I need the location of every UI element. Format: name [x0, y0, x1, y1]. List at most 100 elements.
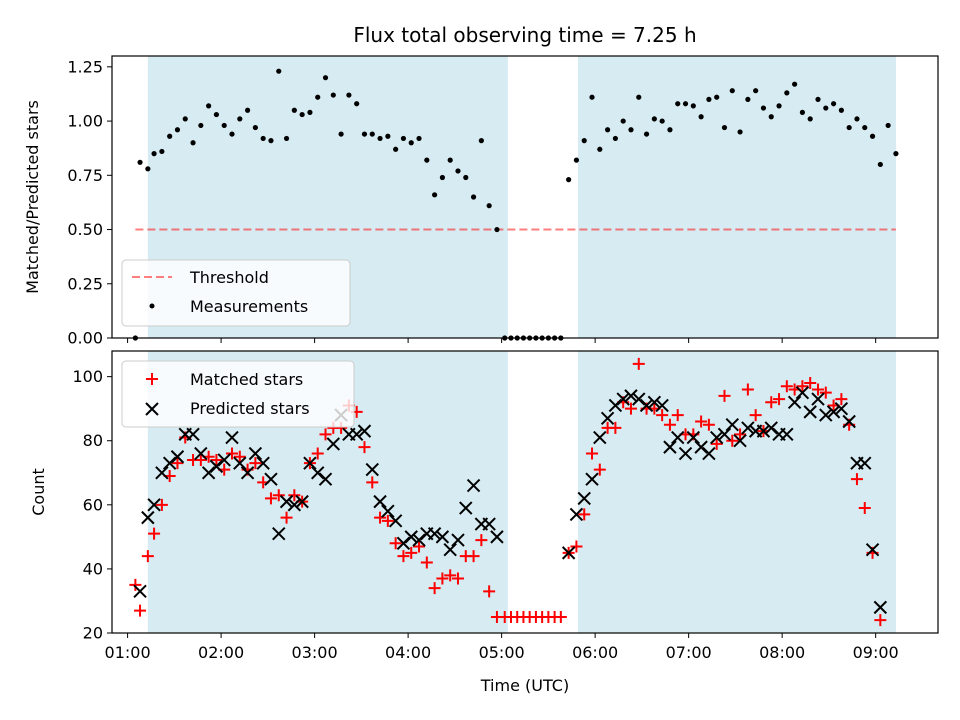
matched-star-point [796, 380, 809, 393]
predicted-star-point [593, 430, 607, 445]
measurement-point [620, 118, 626, 124]
matched-star-point [171, 457, 184, 470]
predicted-star-point [624, 389, 638, 403]
matched-star-point [405, 546, 418, 559]
predicted-star-point [741, 421, 755, 435]
measurement-point [315, 94, 321, 100]
measurement-point [486, 203, 492, 209]
measurement-point [145, 166, 151, 172]
measurement-point [838, 107, 844, 113]
matched-legend-swatch [146, 373, 158, 385]
predicted-star-point [459, 501, 473, 515]
matched-star-point [656, 409, 669, 422]
predicted-star-point [133, 584, 147, 599]
predicted-star-point [819, 408, 833, 422]
y-tick-label: 100 [72, 367, 103, 386]
y-tick-label: 80 [83, 431, 103, 450]
measurement-point [823, 105, 829, 111]
measurement-point [167, 133, 173, 139]
matched-star-point [428, 582, 441, 595]
y-tick-label: 1.00 [67, 112, 103, 131]
matched-star-point [264, 492, 277, 505]
measurement-point [393, 146, 399, 152]
predicted-star-point [279, 494, 294, 509]
measurement-point [776, 103, 782, 109]
matched-star-point [141, 550, 154, 563]
predicted-star-point [780, 427, 794, 442]
matched-star-point [570, 540, 583, 553]
measurement-point [221, 122, 227, 129]
matched-star-point [632, 357, 645, 370]
predicted-star-point [170, 450, 185, 464]
measurement-point [792, 81, 798, 87]
predicted-star-point [287, 498, 302, 512]
predicted-star-point [295, 494, 309, 509]
predicted-star-point [349, 427, 364, 442]
predicted-star-point [858, 456, 872, 470]
measurement-point [174, 127, 181, 133]
counts-layer [129, 357, 888, 627]
matched-star-point [272, 489, 285, 502]
measurement-point [346, 92, 352, 98]
matched-star-point [483, 585, 496, 598]
matched-star-point [311, 447, 324, 460]
measurements-legend-label: Measurements [190, 297, 308, 316]
predicted-star-point [248, 446, 263, 461]
predicted-star-point [388, 514, 403, 528]
matched-star-point [741, 383, 754, 396]
y-tick-label: 1.25 [67, 57, 103, 76]
matched-star-point [765, 396, 778, 409]
predicted-star-point [733, 434, 747, 448]
predicted-star-point [443, 542, 457, 557]
measurement-point [589, 94, 595, 100]
measurement-point [190, 140, 196, 146]
predicted-star-point [561, 546, 576, 560]
predicted-star-point [303, 456, 317, 470]
bottom-y-axis-label: Count [29, 468, 48, 516]
predicted-star-point [709, 430, 724, 445]
measurement-point [682, 101, 689, 107]
measurement-point [463, 174, 469, 181]
y-tick-label: 20 [83, 624, 103, 643]
measurement-point [244, 107, 251, 113]
predicted-star-point [482, 517, 496, 531]
matched-star-point [609, 421, 622, 434]
predicted-star-point [647, 395, 662, 409]
measurement-point [494, 226, 500, 233]
measurement-point [854, 116, 860, 122]
measurement-point [893, 151, 899, 157]
matched-star-point [780, 380, 793, 393]
measurement-point [400, 135, 407, 142]
predicted-star-point [803, 405, 817, 419]
matched-star-point [374, 511, 387, 524]
measurement-point [753, 88, 759, 94]
measurement-point [846, 124, 852, 131]
predicted-star-point [225, 430, 239, 445]
measurement-point [768, 114, 774, 120]
measurement-point [361, 131, 368, 137]
matched-star-point [811, 383, 824, 396]
measurement-point [745, 96, 751, 102]
measurement-point [659, 118, 665, 124]
predicted-star-point [826, 405, 841, 419]
threshold-legend-label: Threshold [189, 268, 269, 287]
measurement-point [213, 111, 220, 118]
matched-star-point [554, 610, 567, 623]
measurement-point [470, 194, 477, 200]
measurement-point [408, 140, 414, 146]
measurements-layer [132, 68, 899, 341]
matched-star-point [397, 550, 410, 563]
x-tick-label: 08:00 [759, 643, 805, 662]
y-tick-label: 40 [83, 559, 103, 578]
top-legend-box [121, 259, 351, 327]
measurement-point [885, 122, 891, 129]
measurement-point [137, 159, 143, 165]
y-tick-label: 0.75 [67, 166, 103, 185]
measurement-point [447, 157, 453, 163]
matched-star-point [155, 498, 168, 511]
matched-star-point [749, 409, 762, 422]
predicted-legend-swatch [145, 402, 159, 416]
matched-star-point [671, 409, 684, 422]
x-tick-label: 09:00 [853, 643, 899, 662]
